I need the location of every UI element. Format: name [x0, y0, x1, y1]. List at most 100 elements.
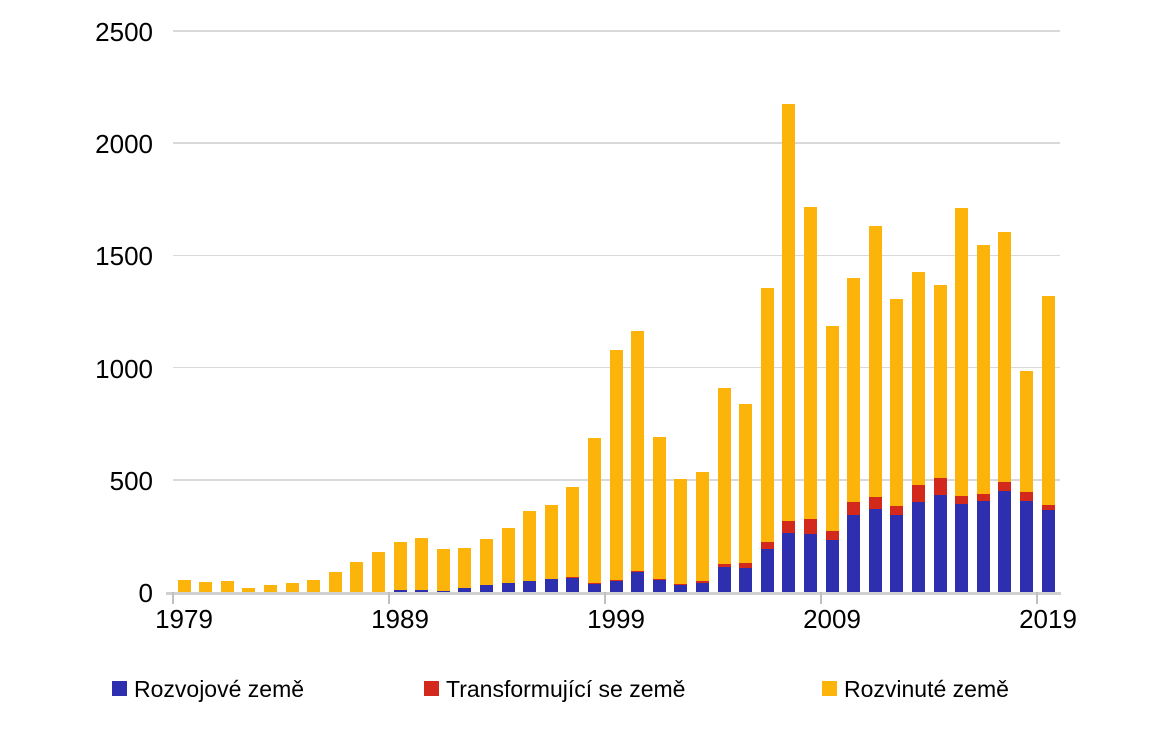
bar-2017-developed-segment [998, 231, 1012, 483]
bar-2012-developed-segment [890, 299, 904, 507]
bar-2000-developed-segment [631, 330, 645, 571]
bar-2017-transition-segment [998, 482, 1012, 491]
bar-1996-developing-segment [544, 579, 558, 592]
bar-1997-transition-segment [566, 576, 580, 578]
bar-2009-transition-segment [825, 530, 839, 540]
bar-1987-developed-segment [350, 561, 364, 592]
bar-1998-developing-segment [587, 584, 601, 592]
bar-2019-developing-segment [1041, 510, 1055, 592]
bar-2010-developing-segment [847, 514, 861, 592]
y-tick-label: 0 [138, 578, 153, 608]
bar-2012-transition-segment [890, 506, 904, 515]
x-tick-mark [172, 592, 175, 604]
bar-2000-developing-segment [631, 572, 645, 592]
bar-2012-developing-segment [890, 514, 904, 592]
legend-item-developed: Rozvinuté země [822, 676, 1009, 703]
bar-1985-developed-segment [307, 580, 321, 592]
bar-2001-developed-segment [652, 437, 666, 579]
bar-1986-developed-segment [328, 571, 342, 592]
bar-2018-transition-segment [1019, 492, 1033, 502]
bar-1990-developed-segment [415, 538, 429, 590]
x-tick-label: 2009 [803, 604, 861, 634]
bar-1996-developed-segment [544, 504, 558, 579]
bar-2003-transition-segment [695, 580, 709, 584]
bar-1994-developed-segment [501, 528, 515, 583]
bar-2003-developed-segment [695, 471, 709, 581]
bar-1982-developed-segment [242, 587, 256, 592]
y-tick-label: 2000 [95, 129, 153, 160]
y-tick-label: 1000 [95, 353, 153, 384]
bar-1997-developing-segment [566, 577, 580, 592]
bar-1988-developed-segment [371, 551, 385, 592]
legend-swatch-icon [112, 681, 127, 696]
x-tick-label: 1979 [155, 604, 213, 634]
bar-1998-transition-segment [587, 583, 601, 585]
bar-2007-developing-segment [782, 532, 796, 592]
x-tick-label: 1989 [371, 604, 429, 634]
y-tick-label: 500 [109, 465, 153, 496]
bar-1979-developed-segment [177, 579, 191, 592]
bar-2004-developed-segment [717, 387, 731, 564]
gridline-1500 [173, 254, 1060, 257]
bar-2004-developing-segment [717, 567, 731, 592]
bar-1997-developed-segment [566, 486, 580, 577]
bar-2001-transition-segment [652, 578, 666, 581]
bar-2014-transition-segment [933, 478, 947, 495]
x-tick-label: 2019 [1019, 604, 1077, 634]
bar-1984-developed-segment [285, 583, 299, 592]
bar-1998-developed-segment [587, 438, 601, 584]
bar-1989-developing-segment [393, 590, 407, 592]
bar-2008-developing-segment [803, 533, 817, 592]
bar-2003-developing-segment [695, 583, 709, 592]
bar-2014-developed-segment [933, 284, 947, 479]
gridline-2000 [173, 142, 1060, 144]
x-tick-mark [820, 592, 823, 604]
bar-1995-developed-segment [523, 511, 537, 581]
bar-1994-developing-segment [501, 582, 515, 592]
y-tick-label: 2500 [95, 17, 153, 47]
legend-item-developing: Rozvojové země [112, 676, 304, 703]
bar-2002-developing-segment [674, 584, 688, 592]
y-tick-label: 1500 [95, 241, 153, 272]
x-axis-line [166, 592, 1061, 595]
bar-1999-transition-segment [609, 579, 623, 581]
bar-1993-developed-segment [479, 539, 493, 586]
bar-2016-developed-segment [976, 245, 990, 494]
bar-2009-developed-segment [825, 326, 839, 531]
bar-2015-developed-segment [955, 208, 969, 497]
bar-2000-transition-segment [631, 570, 645, 573]
bar-2005-developing-segment [739, 568, 753, 592]
bar-1999-developing-segment [609, 580, 623, 592]
legend-label: Rozvinuté země [844, 676, 1009, 702]
bar-1999-developed-segment [609, 349, 623, 580]
bar-2007-developed-segment [782, 103, 796, 522]
bar-1981-developed-segment [220, 581, 234, 592]
x-tick-mark [604, 592, 607, 604]
bar-1992-developed-segment [458, 547, 472, 588]
bar-2004-transition-segment [717, 563, 731, 568]
bar-2013-developing-segment [911, 502, 925, 592]
bar-2016-developing-segment [976, 501, 990, 592]
legend-label: Transformující se země [446, 676, 686, 702]
x-tick-mark [1036, 592, 1039, 604]
legend-swatch-icon [424, 681, 439, 696]
bar-2016-transition-segment [976, 493, 990, 502]
bar-2005-transition-segment [739, 562, 753, 569]
bar-1989-developed-segment [393, 541, 407, 591]
legend-label: Rozvojové země [134, 676, 305, 702]
bar-2010-transition-segment [847, 502, 861, 515]
bar-2018-developed-segment [1019, 370, 1033, 493]
bar-2007-transition-segment [782, 521, 796, 533]
bar-2001-developing-segment [652, 580, 666, 592]
bar-1992-developing-segment [458, 587, 472, 592]
x-tick-mark [388, 592, 391, 604]
bar-2011-developed-segment [868, 226, 882, 498]
bar-2018-developing-segment [1019, 501, 1033, 592]
bar-1983-developed-segment [263, 585, 277, 592]
bar-2002-developed-segment [674, 478, 688, 584]
bar-2008-transition-segment [803, 519, 817, 534]
bar-2019-developed-segment [1041, 295, 1055, 505]
bar-2005-developed-segment [739, 403, 753, 563]
gridline-2500 [173, 30, 1060, 32]
